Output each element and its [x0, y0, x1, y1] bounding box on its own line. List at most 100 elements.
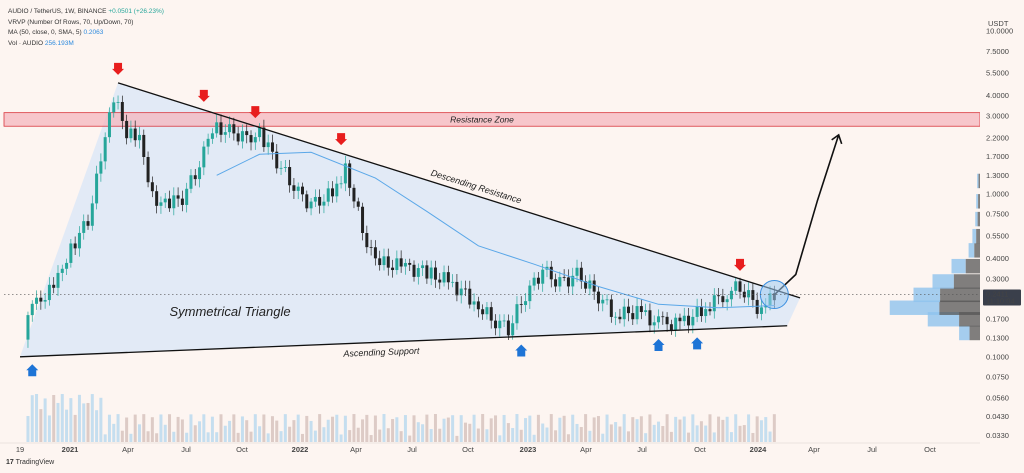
volume-profile-down — [959, 312, 980, 327]
candle-body — [494, 320, 498, 329]
volume-bar — [266, 433, 270, 442]
candle-body — [588, 280, 592, 289]
candle-body — [609, 299, 613, 317]
volume-bar — [343, 415, 347, 442]
resistance-touch-arrow — [112, 62, 125, 75]
candle-body — [373, 247, 377, 259]
volume-bar — [365, 414, 369, 442]
candle-body — [652, 322, 656, 326]
candle-body — [339, 183, 343, 185]
volume-bar — [198, 421, 202, 442]
tradingview-label: TradingView — [15, 459, 55, 466]
candle-body — [618, 316, 622, 320]
candle-body — [648, 310, 652, 326]
candle-body — [47, 284, 51, 301]
candle-body — [661, 316, 665, 318]
volume-bar — [682, 416, 686, 442]
volume-bar — [725, 416, 729, 442]
volume-bar — [403, 415, 407, 442]
volume-bar — [206, 432, 210, 442]
candle-body — [369, 247, 373, 248]
resistance-touch-arrow — [335, 133, 348, 146]
candle-body — [481, 309, 485, 315]
volume-bar — [86, 402, 90, 442]
candle-body — [361, 206, 365, 234]
volume-bar — [661, 426, 665, 442]
volume-profile-up — [932, 274, 954, 289]
candle-body — [498, 320, 502, 329]
volume-bar — [275, 420, 279, 442]
volume-bar — [631, 417, 635, 442]
price-tick-label: 0.5500 — [986, 232, 1009, 241]
volume-bar — [412, 415, 416, 442]
volume-profile-down — [976, 228, 980, 244]
candle-body — [725, 299, 729, 303]
candle-body — [429, 267, 433, 279]
volume-bar — [112, 423, 116, 442]
candle-body — [747, 290, 751, 298]
price-tick-label: 10.0000 — [986, 26, 1013, 35]
volume-bar — [562, 415, 566, 442]
candle-body — [137, 134, 141, 141]
volume-bar — [571, 414, 575, 442]
candle-body — [146, 157, 150, 183]
volume-bar — [729, 432, 733, 442]
volume-bar — [309, 420, 313, 442]
price-tick-label: 3.0000 — [986, 112, 1009, 121]
volume-bar — [433, 414, 437, 442]
candle-body — [206, 138, 210, 147]
volume-bar — [502, 414, 506, 442]
volume-bar — [202, 414, 206, 442]
resistance-touch-arrow — [197, 89, 210, 102]
candle-body — [674, 317, 678, 331]
chart-legend: AUDIO / TetherUS, 1W, BINANCE +0.0501 (+… — [8, 7, 164, 49]
candle-body — [322, 201, 326, 206]
candle-body — [451, 281, 455, 283]
volume-bar — [373, 415, 377, 442]
volume-bar — [566, 434, 570, 442]
candle-body — [541, 269, 545, 284]
volume-bar — [468, 423, 472, 442]
volume-bar — [721, 419, 725, 442]
candle-body — [129, 128, 133, 139]
resistance-touch-arrow — [249, 106, 262, 119]
price-tick-label: 0.0330 — [986, 431, 1009, 440]
volume-bar — [399, 431, 403, 442]
candle-body — [356, 201, 360, 207]
candle-body — [592, 280, 596, 292]
volume-bar — [30, 395, 34, 442]
current-price-value: 0.2411 — [986, 290, 1008, 299]
candle-body — [95, 173, 99, 204]
bar-countdown: 11:10:04 — [986, 297, 1015, 306]
volume-bar — [695, 425, 699, 442]
volume-bar — [52, 395, 56, 442]
candle-body — [382, 256, 386, 266]
candle-body — [708, 309, 712, 312]
volume-bar — [288, 426, 292, 442]
volume-bar — [129, 433, 133, 442]
candle-body — [43, 300, 47, 302]
volume-bar — [279, 431, 283, 442]
candle-body — [215, 122, 219, 134]
candle-body — [133, 128, 137, 141]
candle-body — [305, 194, 309, 209]
volume-bar — [253, 414, 257, 442]
ma-line — [216, 151, 775, 309]
volume-bar — [506, 423, 510, 442]
volume-bar — [47, 415, 51, 442]
projection-path — [773, 134, 840, 296]
candle-body — [575, 267, 579, 276]
price-tick-label: 0.0430 — [986, 412, 1009, 421]
time-tick-label: 2021 — [62, 445, 79, 454]
candle-body — [65, 262, 69, 269]
volume-bar — [665, 414, 669, 442]
time-tick-label: Oct — [462, 445, 475, 454]
time-tick-label: Oct — [924, 445, 937, 454]
candle-body — [571, 275, 575, 287]
candle-body — [442, 272, 446, 283]
volume-bar — [189, 414, 193, 442]
volume-bar — [648, 414, 652, 442]
candle-body — [687, 315, 691, 326]
volume-bar — [751, 432, 755, 442]
